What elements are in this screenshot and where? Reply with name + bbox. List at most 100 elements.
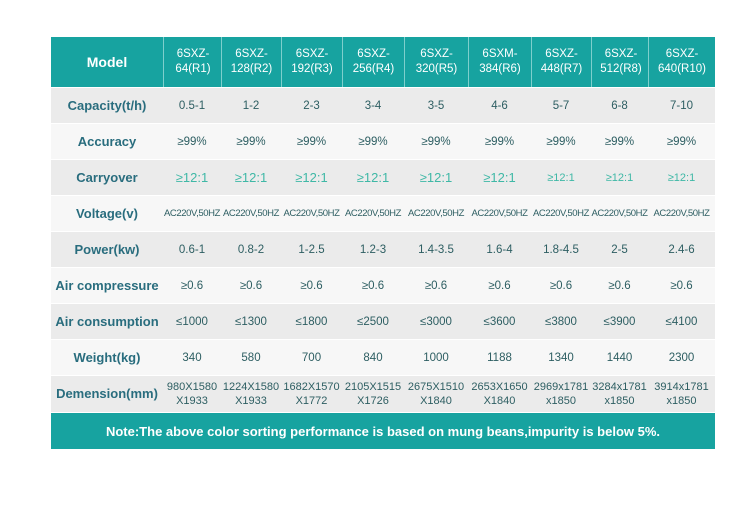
model-name-part: 6SXZ- — [665, 48, 699, 60]
power-row: Power(kw) 0.6-1 0.8-2 1-2.5 1.2-3 1.4-3.5 1.6-… — [51, 231, 715, 267]
table-cell: 1682X1570 X1772 — [281, 375, 342, 412]
model-name-part: 6SXM- — [482, 48, 518, 60]
table-cell: ≥12:1 — [591, 159, 648, 195]
model-header-cell: 6SXZ- 640(R10) — [648, 37, 715, 87]
model-name-part: 6SXZ- — [235, 48, 268, 60]
table-cell: ≥12:1 — [648, 159, 715, 195]
table-cell: ≥0.6 — [342, 267, 404, 303]
table-cell: ≥0.6 — [221, 267, 281, 303]
table-cell: 2.4-6 — [648, 231, 715, 267]
table-cell: 1.4-3.5 — [404, 231, 468, 267]
table-cell: 1.6-4 — [468, 231, 531, 267]
capacity-row: Capacity(t/h) 0.5-1 1-2 2-3 3-4 3-5 4-6 5-7 6-8 7… — [51, 87, 715, 123]
row-label: Accuracy — [51, 123, 163, 159]
table-cell: ≥12:1 — [342, 159, 404, 195]
model-name-part: 6SXZ- — [295, 48, 329, 60]
air-consumption-row: Air consumption ≤1000 ≤1300 ≤1800 ≤2500 ≤3000… — [51, 303, 715, 339]
model-name-part: 448(R7) — [540, 63, 583, 75]
table-cell: AC220V,50HZ — [468, 195, 531, 231]
cell-line: 2675X1510 — [407, 381, 465, 393]
table-cell: 4-6 — [468, 87, 531, 123]
table-cell: AC220V,50HZ — [531, 195, 591, 231]
row-label: Weight(kg) — [51, 339, 163, 375]
table-cell: 6-8 — [591, 87, 648, 123]
model-name: 6SXZ- 192(R3) — [283, 47, 341, 77]
model-name-part: 256(R4) — [352, 63, 395, 75]
table-cell: AC220V,50HZ — [591, 195, 648, 231]
table-cell: ≥99% — [342, 123, 404, 159]
table-cell: ≤4100 — [648, 303, 715, 339]
model-header-cell: 6SXZ- 256(R4) — [342, 37, 404, 87]
table-cell: 0.5-1 — [163, 87, 221, 123]
model-header-cell: 6SXM- 384(R6) — [468, 37, 531, 87]
note-row: Note:The above color sorting performance… — [51, 412, 715, 449]
cell-line: 2653X1650 — [471, 381, 528, 393]
table-cell: 980X1580 X1933 — [163, 375, 221, 412]
model-name-part: 384(R6) — [479, 63, 521, 75]
model-name-part: 640(R10) — [658, 63, 706, 75]
table-cell: ≤3900 — [591, 303, 648, 339]
model-name-part: 6SXZ- — [357, 48, 390, 60]
cell-line: 1682X1570 — [283, 381, 340, 393]
table-cell: 1.8-4.5 — [531, 231, 591, 267]
table-cell: 3-5 — [404, 87, 468, 123]
model-header-cell: 6SXZ- 128(R2) — [221, 37, 281, 87]
model-header-cell: 6SXZ- 192(R3) — [281, 37, 342, 87]
table-cell: ≥0.6 — [404, 267, 468, 303]
model-name-part: 6SXZ- — [604, 48, 638, 60]
table-cell: 3284x1781 x1850 — [591, 375, 648, 412]
table-cell: ≥0.6 — [531, 267, 591, 303]
table-cell: ≥0.6 — [648, 267, 715, 303]
cell-line: x1850 — [546, 395, 576, 407]
cell-line: X1840 — [420, 395, 452, 407]
model-name: 6SXZ- 128(R2) — [223, 47, 281, 77]
row-label: Demension(mm) — [51, 375, 163, 412]
model-name: 6SXZ- 512(R8) — [592, 47, 650, 77]
table-cell: 5-7 — [531, 87, 591, 123]
table-cell: ≥99% — [591, 123, 648, 159]
table-cell: 2675X1510 X1840 — [404, 375, 468, 412]
model-name-part: 512(R8) — [600, 63, 642, 75]
table-cell: ≥99% — [468, 123, 531, 159]
table-cell: ≥0.6 — [281, 267, 342, 303]
table-cell: 7-10 — [648, 87, 715, 123]
cell-line: 2105X1515 — [344, 381, 402, 393]
table-cell: ≤1800 — [281, 303, 342, 339]
table-cell: AC220V,50HZ — [163, 195, 221, 231]
cell-line: x1850 — [604, 395, 635, 407]
row-label: Air compressure — [51, 267, 163, 303]
table-cell: AC220V,50HZ — [404, 195, 468, 231]
model-name-part: 192(R3) — [291, 63, 333, 75]
model-name-part: 128(R2) — [230, 63, 273, 75]
cell-line: X1933 — [176, 395, 208, 407]
table-cell: ≤1300 — [221, 303, 281, 339]
table-cell: 2-5 — [591, 231, 648, 267]
table-cell: 2969x1781 x1850 — [531, 375, 591, 412]
table-cell: 1224X1580 X1933 — [221, 375, 281, 412]
model-name-part: 6SXZ- — [545, 48, 578, 60]
table-cell: ≤3800 — [531, 303, 591, 339]
spec-table: Model 6SXZ- 64(R1) 6SXZ- 128(R2) 6SXZ- 192(R3… — [51, 37, 715, 449]
table-cell: 0.8-2 — [221, 231, 281, 267]
table-cell: AC220V,50HZ — [281, 195, 342, 231]
table-cell: ≥99% — [163, 123, 221, 159]
table-cell: ≤1000 — [163, 303, 221, 339]
model-header-cell: 6SXZ- 64(R1) — [163, 37, 221, 87]
table-cell: ≥0.6 — [468, 267, 531, 303]
table-cell: ≥99% — [648, 123, 715, 159]
model-name: 6SXZ- 448(R7) — [533, 47, 591, 77]
accuracy-row: Accuracy ≥99% ≥99% ≥99% ≥99% ≥99% ≥99% ≥99% ≥99%… — [51, 123, 715, 159]
model-header-cell: 6SXZ- 320(R5) — [404, 37, 468, 87]
table-cell: ≥99% — [221, 123, 281, 159]
model-name: 6SXZ- 64(R1) — [164, 47, 222, 77]
model-name: 6SXZ- 256(R4) — [345, 47, 403, 77]
cell-line: 1224X1580 — [222, 381, 280, 393]
table-cell: ≥12:1 — [531, 159, 591, 195]
model-name-part: 6SXZ- — [176, 48, 210, 60]
cell-line: X1726 — [357, 395, 389, 407]
cell-line: X1772 — [295, 395, 328, 407]
model-name-part: 6SXZ- — [420, 48, 453, 60]
model-header-cell: 6SXZ- 448(R7) — [531, 37, 591, 87]
table-cell: ≥0.6 — [163, 267, 221, 303]
cell-line: 980X1580 — [166, 381, 218, 393]
